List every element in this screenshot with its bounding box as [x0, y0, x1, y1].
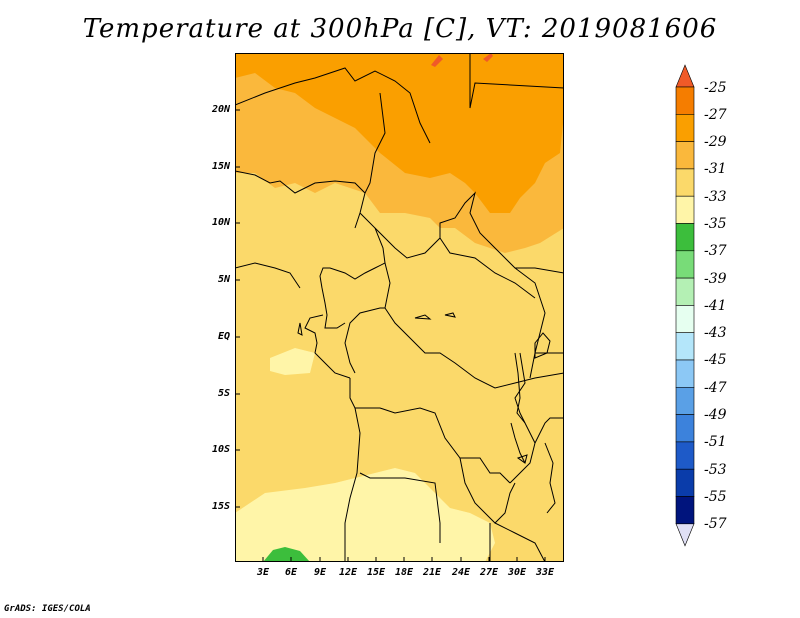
colorbar-label-39: -39	[704, 271, 727, 287]
lat-label-10s: 10S	[211, 444, 230, 455]
colorbar-label-57: -57	[704, 516, 727, 532]
colorbar-segment	[675, 277, 695, 306]
lat-label-10n: 10N	[211, 217, 230, 228]
lat-label-5n: 5N	[217, 274, 230, 285]
colorbar-segment	[675, 414, 695, 443]
colorbar-label-49: -49	[704, 407, 727, 423]
colorbar-top-arrow	[675, 64, 695, 88]
colorbar-segment	[675, 359, 695, 388]
lon-label-15e: 15E	[366, 567, 386, 578]
temp-band-27	[235, 53, 564, 213]
lat-label-eq: EQ	[217, 331, 230, 342]
colorbar-segment	[675, 113, 695, 142]
colorbar-segment	[675, 250, 695, 279]
colorbar-segment	[675, 386, 695, 415]
colorbar-label-35: -35	[704, 216, 727, 232]
colorbar-segment	[675, 223, 695, 252]
lon-label-3e: 3E	[256, 567, 270, 578]
lon-label-9e: 9E	[313, 567, 327, 578]
colorbar-label-53: -53	[704, 462, 727, 478]
lat-label-15s: 15S	[211, 501, 230, 512]
colorbar	[675, 64, 695, 547]
axis-ticks	[235, 109, 546, 562]
footer-credit: GrADS: IGES/COLA	[4, 604, 91, 614]
map-frame	[235, 53, 564, 562]
colorbar-label-55: -55	[704, 489, 727, 505]
colorbar-segment	[675, 168, 695, 197]
lat-label-20n: 20N	[211, 104, 230, 115]
colorbar-label-43: -43	[704, 325, 727, 341]
lon-label-24e: 24E	[451, 567, 471, 578]
lon-label-18e: 18E	[394, 567, 414, 578]
colorbar-label-29: -29	[704, 134, 727, 150]
colorbar-segment	[675, 86, 695, 115]
lon-label-30e: 30E	[507, 567, 527, 578]
colorbar-segment	[675, 441, 695, 470]
temp-band-35	[235, 468, 495, 562]
country-borders	[235, 53, 564, 562]
map-title: Temperature at 300hPa [C], VT: 201908160…	[82, 14, 718, 44]
colorbar-label-31: -31	[704, 161, 727, 177]
colorbar-segment	[675, 305, 695, 333]
lakes	[297, 312, 556, 514]
lon-label-27e: 27E	[479, 567, 499, 578]
lon-label-21e: 21E	[422, 567, 442, 578]
colorbar-label-41: -41	[704, 298, 727, 314]
colorbar-segment	[675, 141, 695, 170]
colorbar-label-37: -37	[704, 243, 727, 259]
colorbar-segment	[675, 468, 695, 497]
lon-label-6e: 6E	[284, 567, 298, 578]
colorbar-label-33: -33	[704, 189, 727, 205]
lon-label-12e: 12E	[338, 567, 358, 578]
colorbar-segment	[675, 195, 695, 224]
colorbar-label-47: -47	[704, 380, 727, 396]
colorbar-label-27: -27	[704, 107, 727, 123]
temperature-map	[235, 53, 564, 562]
colorbar-bottom-arrow	[675, 523, 695, 547]
colorbar-label-45: -45	[704, 352, 727, 368]
lat-label-5s: 5S	[217, 388, 230, 399]
lat-label-15n: 15N	[211, 161, 230, 172]
temp-band-35-patch	[270, 348, 315, 375]
colorbar-segments	[675, 64, 695, 547]
colorbar-label-25: -25	[704, 80, 727, 96]
temp-band-37	[263, 547, 310, 562]
lon-label-33e: 33E	[535, 567, 555, 578]
colorbar-label-51: -51	[704, 434, 727, 450]
colorbar-segment	[675, 332, 695, 361]
colorbar-segment	[675, 496, 695, 525]
